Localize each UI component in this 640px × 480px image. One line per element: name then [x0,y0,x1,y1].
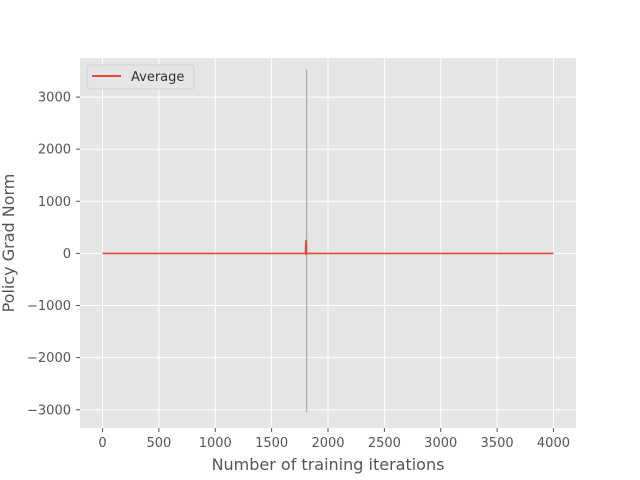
x-tick-label: 0 [98,436,106,451]
x-tick-label: 4000 [537,436,570,451]
legend-box [86,64,195,90]
x-tick-label: 2000 [311,436,344,451]
x-tick-label: 2500 [368,436,401,451]
x-tick-label: 3000 [424,436,457,451]
y-tick-label: −3000 [27,403,71,418]
grid [80,58,576,428]
x-tick-label: 3500 [481,436,514,451]
y-tick-label: 2000 [38,143,71,158]
x-tick-label: 1000 [199,436,232,451]
x-tick-label: 500 [146,436,171,451]
y-tick-label: 3000 [38,91,71,106]
y-axis-label: Policy Grad Norm [0,174,18,313]
y-tick-label: −1000 [27,299,71,314]
series-lines [102,239,554,256]
y-tick-label: 1000 [38,195,71,210]
y-tick-label: −2000 [27,351,71,366]
legend: Average [86,64,195,90]
x-axis-label: Number of training iterations [212,455,445,474]
series-line-average [102,239,554,256]
x-tick-label: 1500 [255,436,288,451]
y-tick-labels: −3000 −2000 −1000 0 1000 2000 3000 [27,91,80,418]
x-tick-labels: 0 500 1000 1500 2000 2500 3000 3500 4000 [98,428,570,451]
legend-entry-average: Average [131,70,184,85]
y-tick-label: 0 [63,247,71,262]
